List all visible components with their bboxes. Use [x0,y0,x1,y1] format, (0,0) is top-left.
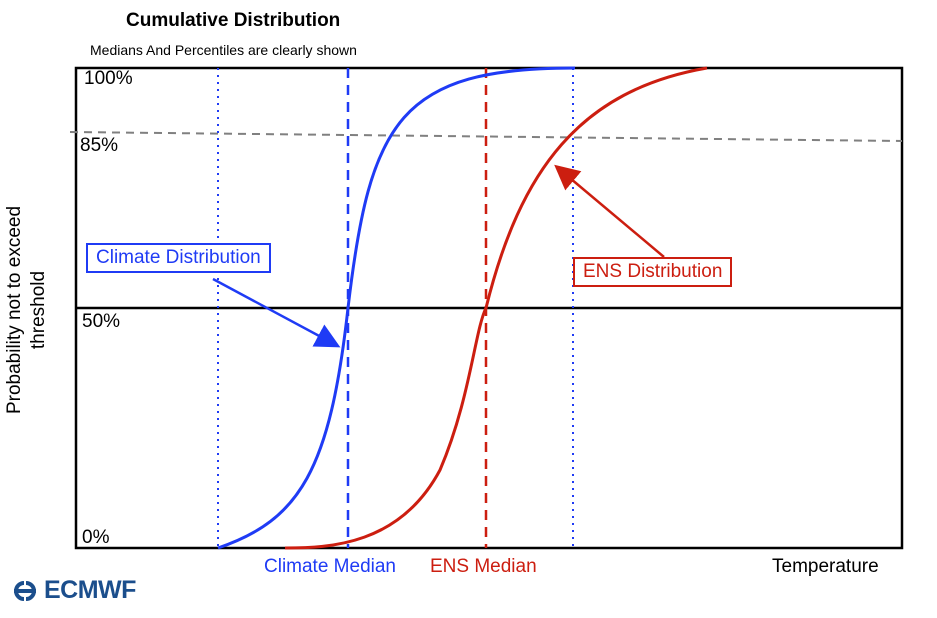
climate-median-label: Climate Median [264,556,396,577]
y-tick-85: 85% [80,135,119,156]
y-tick-0: 0% [82,527,110,548]
y-tick-100: 100% [84,68,133,89]
ens-distribution-curve [284,66,708,550]
logo-text: ECMWF [44,576,136,604]
chart-subtitle: Medians And Percentiles are clearly show… [90,42,357,58]
climate-distribution-label: Climate Distribution [86,243,271,273]
ecmwf-logo-icon [14,580,36,601]
ecmwf-logo: ECMWF [10,576,136,605]
climate-callout-arrow [212,277,341,348]
ens-median-label: ENS Median [430,556,537,577]
threshold-85-line [69,131,903,142]
ens-distribution-label: ENS Distribution [573,257,733,287]
climate-distribution-curve [217,66,576,550]
y-tick-50: 50% [82,311,121,332]
x-axis-label: Temperature [772,556,879,577]
ens-callout-arrow [554,164,665,258]
chart-title: Cumulative Distribution [126,10,341,31]
